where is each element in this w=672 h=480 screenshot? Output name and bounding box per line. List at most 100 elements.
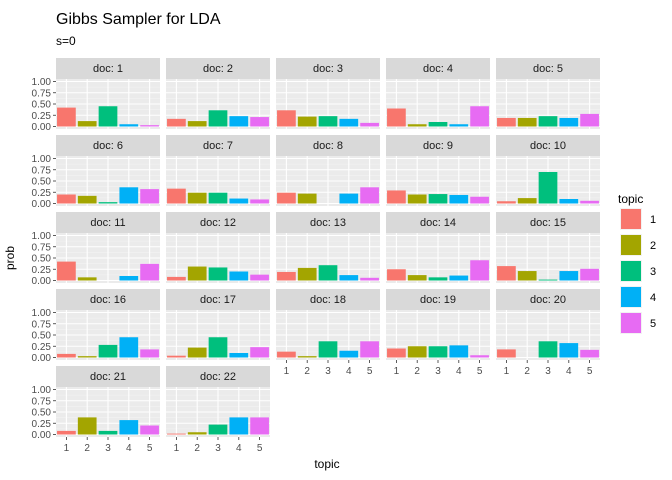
bar-topic-4	[339, 350, 359, 358]
legend-label: 1	[650, 214, 656, 226]
bar-topic-2	[187, 432, 207, 435]
bar-topic-2	[187, 347, 207, 358]
facet-panel: doc: 3	[276, 58, 380, 129]
bar-topic-5	[470, 355, 489, 358]
facet-strip	[56, 212, 160, 233]
facet-panel: doc: 12	[166, 212, 270, 283]
y-tick-label: 1.00	[32, 231, 52, 242]
bar-topic-2	[297, 193, 317, 204]
bar-topic-4	[119, 124, 139, 127]
bar-topic-1	[57, 430, 76, 435]
bar-topic-3	[318, 265, 338, 281]
bar-topic-1	[277, 110, 296, 127]
bar-topic-3	[208, 267, 228, 281]
facet-strip-label: doc: 3	[313, 63, 343, 75]
bar-topic-4	[119, 337, 139, 358]
x-tick-label: 2	[304, 366, 310, 377]
facet-strip	[166, 212, 270, 233]
y-tick-label: 1.00	[32, 308, 52, 319]
facet-strip-label: doc: 8	[313, 140, 343, 152]
x-tick-label: 2	[194, 443, 200, 454]
bar-topic-3	[98, 430, 118, 435]
legend-label: 2	[650, 240, 656, 252]
bar-topic-2	[297, 356, 317, 358]
facet-strip-label: doc: 13	[310, 217, 346, 229]
y-tick-label: 0.25	[32, 419, 52, 430]
bar-topic-3	[98, 106, 118, 127]
facet-panel: doc: 17	[166, 289, 270, 360]
bar-topic-1	[57, 107, 76, 127]
bar-topic-5	[470, 106, 489, 127]
facet-strip	[386, 58, 490, 79]
y-tick-label: 0.25	[32, 111, 52, 122]
facet-panel: doc: 4	[386, 58, 490, 129]
facet-panel: doc: 9	[386, 135, 490, 206]
facet-strip	[56, 135, 160, 156]
bar-topic-4	[339, 193, 359, 204]
legend-label: 3	[650, 266, 656, 278]
bar-topic-1	[387, 269, 406, 281]
x-tick-label: 5	[477, 366, 483, 377]
bar-topic-4	[229, 116, 249, 127]
x-tick-label: 3	[545, 366, 551, 377]
bar-topic-1	[167, 118, 186, 127]
facet-strip-label: doc: 10	[530, 140, 566, 152]
bar-topic-5	[360, 277, 379, 281]
x-tick-label: 4	[346, 366, 352, 377]
facet-strip-label: doc: 11	[90, 217, 125, 229]
y-tick-label: 1.00	[32, 154, 52, 165]
bar-topic-5	[250, 274, 269, 281]
facet-panel: doc: 21 0.000.250.500.751.00 1 2 3 4 5	[32, 366, 160, 454]
facet-panel: doc: 11 0.000.250.500.751.00	[32, 212, 160, 287]
bar-topic-4	[449, 275, 469, 281]
facet-strip-label: doc: 19	[420, 294, 456, 306]
x-tick-label: 3	[105, 443, 111, 454]
y-tick-label: 0.25	[32, 342, 52, 353]
bar-topic-5	[250, 347, 269, 358]
y-tick-label: 0.50	[32, 408, 52, 419]
facet-panel: doc: 8	[276, 135, 380, 206]
y-tick-label: 0.50	[32, 331, 52, 342]
facet-strip-label: doc: 14	[420, 217, 456, 229]
bar-topic-3	[428, 194, 448, 204]
legend-key-3	[621, 261, 641, 281]
legend-key-1	[621, 209, 641, 229]
facet-strip-label: doc: 2	[203, 63, 233, 75]
facet-strip	[166, 289, 270, 310]
y-tick-label: 0.75	[32, 319, 52, 330]
y-tick-label: 0.00	[32, 122, 52, 133]
y-tick-label: 0.50	[32, 100, 52, 111]
bar-topic-2	[407, 346, 427, 358]
legend-label: 5	[650, 318, 656, 330]
facet-strip-label: doc: 9	[423, 140, 453, 152]
bar-topic-1	[497, 349, 516, 358]
facet-strip	[56, 289, 160, 310]
bar-topic-3	[318, 341, 338, 358]
y-tick-label: 0.25	[32, 265, 52, 276]
y-tick-label: 0.00	[32, 276, 52, 287]
facet-panel: doc: 22 1 2 3 4 5	[166, 366, 270, 454]
bar-topic-2	[297, 267, 317, 281]
y-tick-label: 0.75	[32, 396, 52, 407]
x-tick-label: 1	[504, 366, 510, 377]
facet-panel: doc: 19 1 2 3 4 5	[386, 289, 490, 377]
bar-topic-1	[497, 117, 516, 127]
facet-strip	[166, 366, 270, 387]
facet-strip	[166, 135, 270, 156]
bar-topic-1	[497, 266, 516, 281]
bar-topic-3	[208, 337, 228, 358]
bar-topic-5	[360, 122, 379, 127]
bar-topic-4	[229, 417, 249, 435]
bar-topic-5	[250, 199, 269, 204]
facet-strip	[496, 135, 600, 156]
bar-topic-5	[580, 200, 599, 204]
facet-panel: doc: 2	[166, 58, 270, 129]
facet-panel: doc: 18 1 2 3 4 5	[276, 289, 380, 377]
bar-topic-4	[449, 345, 469, 358]
x-tick-label: 5	[367, 366, 373, 377]
facet-strip	[276, 289, 380, 310]
x-axis-title: topic	[314, 457, 339, 471]
bar-topic-4	[119, 187, 139, 204]
x-tick-label: 5	[587, 366, 593, 377]
facet-strip-label: doc: 15	[530, 217, 566, 229]
